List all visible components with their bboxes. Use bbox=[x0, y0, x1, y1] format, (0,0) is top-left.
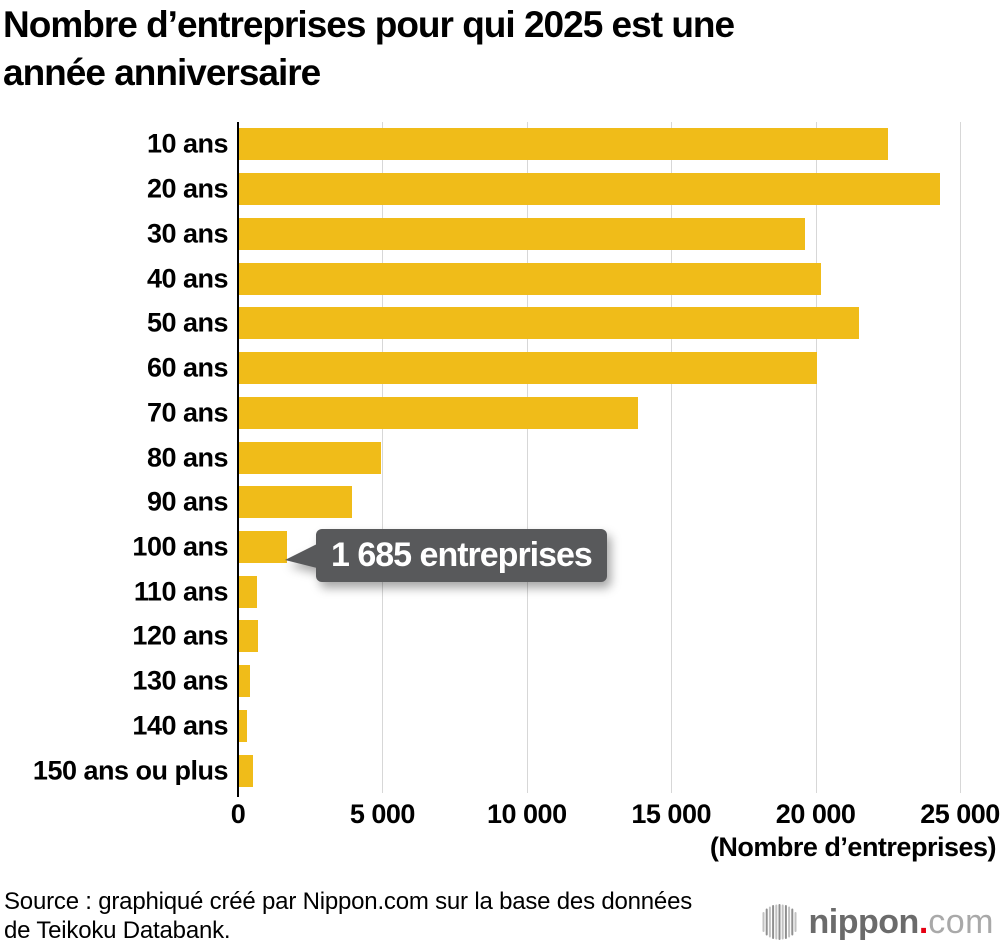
y-axis-label-40-ans: 40 ans bbox=[146, 263, 229, 294]
bar-120-ans bbox=[238, 620, 259, 653]
logo-text-nippon: nippon bbox=[808, 902, 920, 941]
y-axis-label-140-ans: 140 ans bbox=[132, 710, 228, 741]
bar-90-ans bbox=[238, 486, 353, 519]
gridline-15000 bbox=[671, 122, 673, 793]
bar-60-ans bbox=[238, 352, 818, 385]
gridline-5000 bbox=[382, 122, 384, 793]
bar-130-ans bbox=[238, 665, 251, 698]
bar-20-ans bbox=[238, 173, 940, 206]
gridline-20000 bbox=[815, 122, 817, 793]
y-axis-label-110-ans: 110 ans bbox=[133, 576, 229, 607]
source-credit: Source : graphiqué créé par Nippon.com s… bbox=[4, 888, 692, 945]
x-tick-label-0: 0 bbox=[230, 799, 246, 829]
gridline-10000 bbox=[526, 122, 528, 793]
y-axis-label-150-ans-ou-plus: 150 ans ou plus bbox=[32, 755, 229, 786]
soundwave-sphere-icon bbox=[762, 904, 797, 940]
bar-100-ans bbox=[238, 530, 287, 563]
x-tick-label-15000: 15 000 bbox=[631, 799, 711, 829]
y-axis-label-120-ans: 120 ans bbox=[132, 620, 228, 651]
y-axis-label-80-ans: 80 ans bbox=[146, 442, 229, 472]
y-axis-line bbox=[237, 122, 239, 797]
y-axis-label-20-ans: 20 ans bbox=[146, 173, 229, 204]
bar-10-ans bbox=[238, 128, 888, 161]
annotation-callout: 1 685 entreprises bbox=[285, 529, 607, 582]
logo-text-dot: . bbox=[918, 902, 929, 941]
bar-110-ans bbox=[238, 575, 257, 608]
y-axis-label-90-ans: 90 ans bbox=[146, 486, 229, 517]
x-tick-label-5000: 5 000 bbox=[349, 799, 416, 829]
y-axis-label-50-ans: 50 ans bbox=[146, 307, 229, 338]
bar-150-ans-ou-plus bbox=[238, 754, 254, 787]
callout-tail-icon bbox=[285, 544, 317, 568]
x-tick-label-10000: 10 000 bbox=[487, 799, 567, 829]
plot-area: 1 685 entreprises 10 ans 20 ans 30 ans 40 a… bbox=[33, 122, 961, 797]
y-axis-label-70-ans: 70 ans bbox=[146, 397, 229, 428]
chart-title: Nombre d’entreprises pour qui 2025 est u… bbox=[3, 1, 893, 97]
bar-80-ans bbox=[238, 441, 381, 474]
bar-40-ans bbox=[238, 262, 822, 295]
gridline-25000 bbox=[960, 122, 961, 793]
source-line-1: Source : graphiqué créé par Nippon.com s… bbox=[4, 888, 693, 915]
nippon-logo: nippon. com bbox=[762, 901, 994, 943]
bar-30-ans bbox=[238, 217, 806, 250]
x-axis-caption: (Nombre d’entreprises) bbox=[709, 832, 997, 862]
bar-50-ans bbox=[238, 307, 859, 340]
x-tick-label-25000: 25 000 bbox=[920, 799, 1000, 829]
chart-title-line-2: année anniversaire bbox=[3, 52, 321, 93]
bar-70-ans bbox=[238, 396, 638, 429]
logo-text-com: com bbox=[928, 902, 994, 941]
y-axis-label-100-ans: 100 ans bbox=[132, 531, 228, 562]
y-axis-label-60-ans: 60 ans bbox=[146, 352, 229, 383]
y-axis-label-10-ans: 10 ans bbox=[146, 128, 229, 159]
source-line-2: de Teikoku Databank. bbox=[4, 916, 231, 944]
chart-title-line-1: Nombre d’entreprises pour qui 2025 est u… bbox=[3, 4, 735, 45]
x-tick-label-20000: 20 000 bbox=[775, 799, 856, 829]
y-axis-label-30-ans: 30 ans bbox=[146, 218, 229, 249]
x-axis-ticks: 0 5 000 10 000 15 000 20 000 25 000 bbox=[231, 799, 1000, 829]
y-axis-label-130-ans: 130 ans bbox=[132, 665, 228, 696]
bar-140-ans bbox=[238, 709, 247, 742]
annotation-label: 1 685 entreprises bbox=[316, 529, 607, 582]
